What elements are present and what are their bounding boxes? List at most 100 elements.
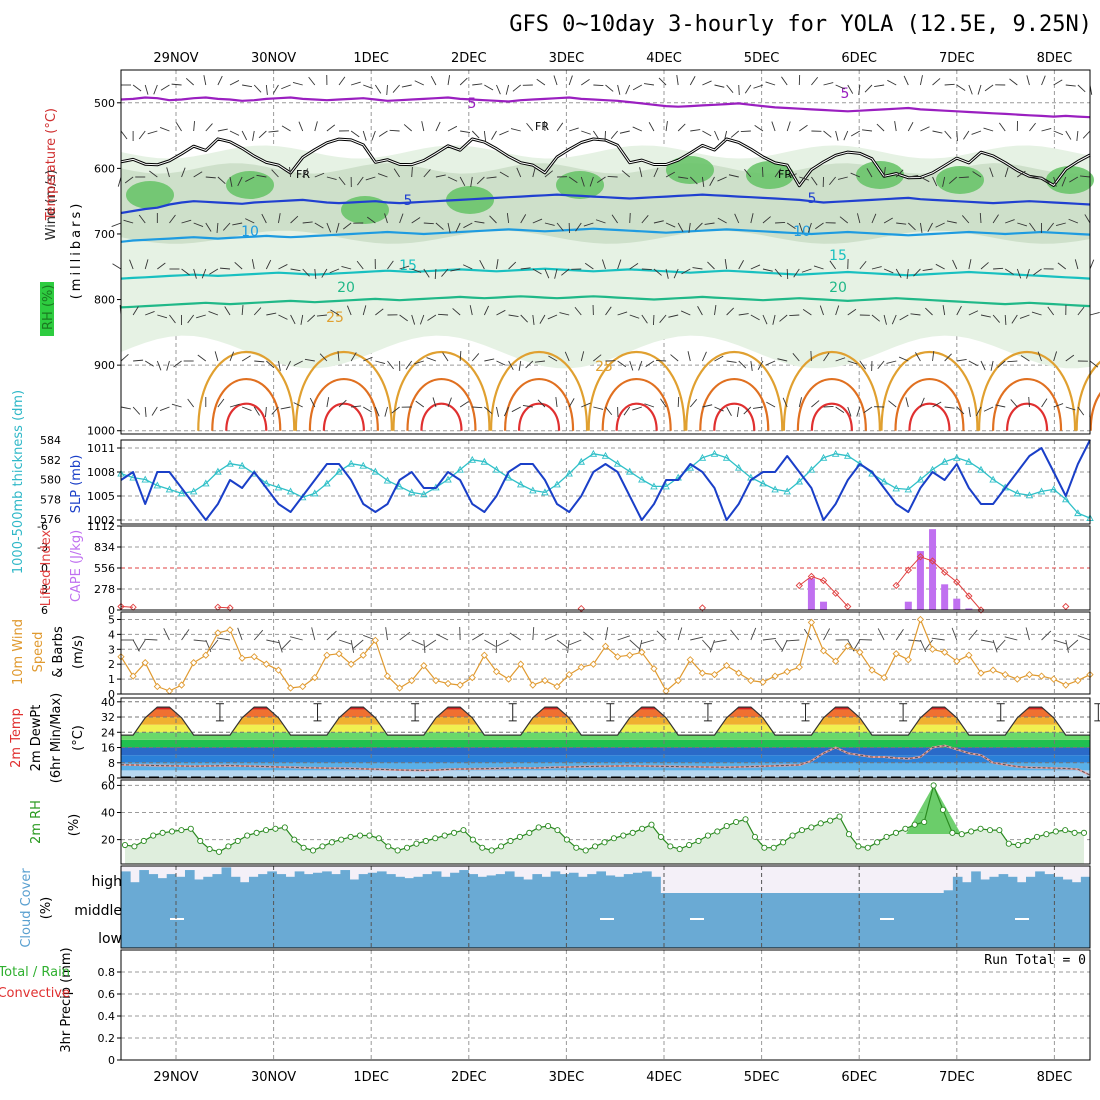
cloud-low-bar <box>994 922 1007 948</box>
rh-point <box>563 836 570 843</box>
cloud-middle-bar <box>1078 893 1091 922</box>
wind-barb <box>181 629 190 641</box>
panel-frame <box>120 525 1091 611</box>
wind-barb <box>915 352 921 362</box>
cloud-low-bar <box>384 922 397 948</box>
cloud-high-bar <box>523 879 533 893</box>
rh-point <box>215 848 223 855</box>
lifted-point <box>916 553 925 561</box>
cloud-middle-bar <box>396 893 409 922</box>
rh-point <box>686 841 693 849</box>
wind-barb <box>983 127 994 132</box>
cloud-low-bar <box>802 922 816 948</box>
wind-barb <box>532 627 535 641</box>
wind-barb <box>556 639 568 649</box>
rh-point <box>1052 828 1059 835</box>
cloud-middle-bar <box>204 893 218 922</box>
thickness-point <box>202 479 210 487</box>
rh-point <box>695 837 702 845</box>
wind-barb <box>997 360 1006 368</box>
thickness-point <box>359 461 368 469</box>
wind-barb <box>1077 84 1086 93</box>
wind-barb <box>539 314 546 324</box>
isotherm-35 <box>615 402 658 431</box>
wind-barb <box>1082 130 1091 139</box>
cloud-high-bar <box>1026 876 1036 893</box>
thickness-point <box>395 482 404 490</box>
lifted-tick-label: -3 <box>37 541 48 554</box>
rh-point <box>761 844 768 851</box>
wind-barb <box>653 268 662 276</box>
wind-barb <box>886 360 897 364</box>
thickness-point <box>1025 491 1034 499</box>
wind-barb <box>907 222 916 231</box>
fr-label: FR <box>535 120 549 133</box>
cloud-low-bar <box>539 922 553 948</box>
wind-barb <box>798 222 803 233</box>
cloud-high-bar <box>952 876 963 893</box>
wind-speed-point <box>626 651 634 659</box>
thickness-point <box>347 459 355 467</box>
wind-barb <box>984 84 994 92</box>
wind-barb <box>442 352 449 362</box>
wind-barb <box>1041 127 1052 132</box>
cloud-high-bar <box>587 874 597 893</box>
wind-speed-point <box>541 676 549 685</box>
cloud-middle-bar <box>575 893 589 922</box>
wind-barb <box>690 636 704 641</box>
y-tick-label: 500 <box>94 97 115 110</box>
thickness-point <box>783 487 791 495</box>
wind-barb <box>1020 355 1030 362</box>
cloud-middle-bar <box>671 893 684 922</box>
wind-barb <box>187 398 195 408</box>
cloud-middle-bar <box>767 893 780 922</box>
cloud-middle-bar <box>216 893 230 922</box>
cloud-high-bar <box>431 871 442 893</box>
wind-barb <box>774 639 784 651</box>
wind-barb <box>774 168 782 178</box>
wind-barb <box>593 130 600 140</box>
cloud-high-bar <box>184 870 195 893</box>
wind-barb <box>781 639 788 652</box>
wind-barb <box>506 213 510 224</box>
cloud-high-bar <box>258 874 268 893</box>
wind-barb <box>568 176 578 184</box>
wind-barb <box>968 360 978 367</box>
rh-point <box>911 821 918 828</box>
rh-point <box>516 833 523 840</box>
cloud-high-bar <box>1007 876 1018 893</box>
wind-barb <box>496 639 509 647</box>
wind-speed-point <box>771 672 779 680</box>
wind-barb <box>713 639 727 643</box>
cloud-middle-bar <box>958 893 971 922</box>
rh-point <box>253 829 260 836</box>
wind-barb <box>839 216 849 224</box>
wind-barb <box>604 130 606 142</box>
wind-barb <box>1041 630 1052 641</box>
wind-speed-point <box>141 659 149 667</box>
wind-barb <box>289 167 292 178</box>
wind-barb <box>935 222 945 228</box>
wind-barb <box>197 354 207 362</box>
rh-point <box>535 824 542 831</box>
temp-band <box>121 717 1090 725</box>
cloud-middle-bar <box>348 893 361 922</box>
wind-barb <box>819 305 824 316</box>
wind-barb <box>241 130 248 141</box>
wind-barb <box>835 357 846 362</box>
cloud-high-bar <box>312 872 323 893</box>
rh-point <box>629 829 636 836</box>
wind-barb <box>750 264 761 270</box>
wind-barb <box>707 261 715 270</box>
wind-barb <box>1007 360 1018 363</box>
wind-barb <box>656 360 667 362</box>
isotherm-30 <box>211 378 282 431</box>
thickness-point <box>262 479 271 487</box>
thickness-point <box>856 459 864 467</box>
thickness-point <box>177 489 186 497</box>
rh-point <box>366 832 373 839</box>
cloud-middle-bar <box>611 893 624 922</box>
thickness-point <box>286 487 295 495</box>
wind-barb <box>169 314 176 324</box>
wind-barb <box>864 84 873 93</box>
